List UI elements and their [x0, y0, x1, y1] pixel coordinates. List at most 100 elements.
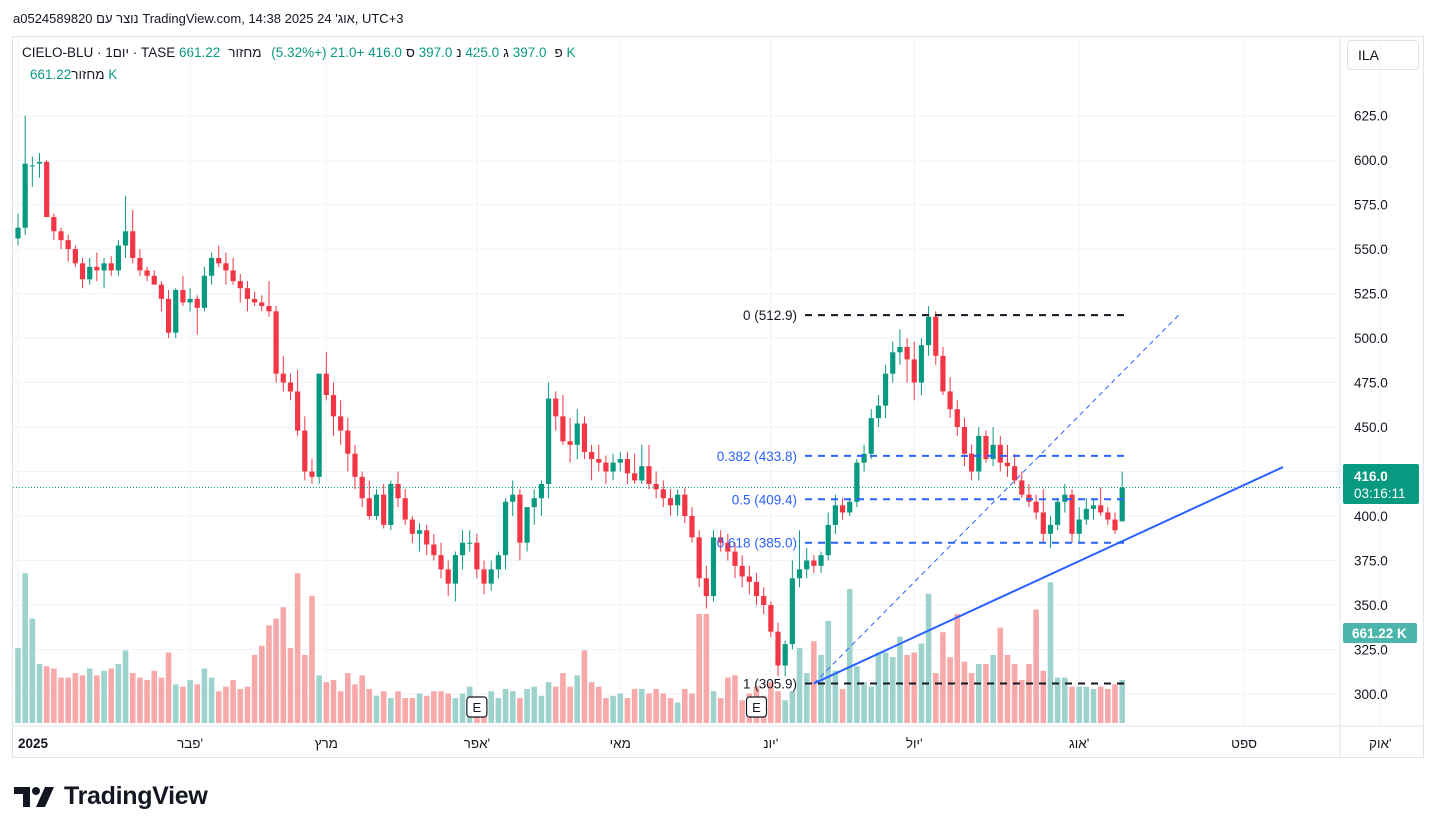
x-tick-label: ספט [1231, 736, 1257, 751]
volume-bar [380, 691, 387, 723]
candle-body [574, 423, 580, 445]
candle [409, 516, 415, 543]
candle [1062, 483, 1068, 513]
candle [854, 459, 860, 508]
candle [603, 455, 609, 484]
earnings-marker-box [745, 696, 768, 718]
candle-body [560, 416, 566, 442]
volume-bar [488, 691, 495, 723]
candle [87, 257, 93, 285]
change-value: +21.0 (+5.32%) [271, 45, 365, 60]
candle-body [495, 555, 501, 570]
volume-bar [359, 675, 365, 723]
volume-bar [517, 698, 523, 723]
volume-legend-label[interactable]: מחזור [71, 67, 105, 82]
volume-bar [1047, 582, 1054, 723]
candle-body [997, 444, 1003, 463]
volume-bar [868, 686, 875, 723]
candle [639, 444, 645, 484]
candle [796, 530, 803, 588]
candle [1012, 453, 1018, 484]
candle [832, 494, 838, 534]
volume-bar [1011, 663, 1018, 723]
volume-bar [36, 663, 43, 723]
x-tick-label: אוג' [1069, 736, 1089, 751]
candle-body [295, 391, 301, 431]
candle-body [373, 494, 380, 517]
candle [237, 273, 243, 303]
volume-bar [954, 614, 961, 723]
tradingview-logo[interactable]: TradingView [14, 782, 208, 811]
candle-body [309, 471, 315, 477]
volume-bar [230, 679, 236, 723]
candle [667, 489, 674, 517]
candle-body [101, 263, 107, 271]
candle-body [796, 569, 803, 579]
x-tick-label: 2025 [18, 736, 49, 751]
candle-body [381, 494, 387, 525]
open-label: פ [554, 45, 563, 60]
candle-body [904, 346, 910, 360]
candle-body [782, 644, 788, 666]
candle [130, 209, 136, 264]
candle [216, 245, 222, 267]
volume-bar [1054, 677, 1061, 723]
currency-button[interactable]: ILA [1347, 40, 1419, 70]
candle-body [632, 473, 638, 481]
volume-bar [423, 695, 430, 723]
candle [173, 288, 179, 339]
candle [15, 213, 21, 246]
candle-body [1112, 519, 1118, 531]
candle-body [29, 165, 35, 167]
volume-bar [416, 693, 423, 723]
candle-body [854, 462, 860, 502]
candle-body [158, 284, 164, 299]
time-axis[interactable]: 2025 פבר' מרץ אפר' מאי יונ' יול' אוג' ספט אוק' [18, 736, 1392, 751]
candle [839, 498, 846, 520]
fib-diagonal-line [813, 314, 1180, 684]
candle-body [144, 270, 150, 276]
candle [445, 560, 451, 597]
candle-body [330, 394, 337, 417]
volume-bar [968, 673, 975, 723]
candle-body [180, 289, 186, 303]
axis-badges: 416.0 03:16:11 661.22 K [1343, 464, 1419, 643]
candle [696, 530, 702, 588]
symbol-name[interactable]: CIELO-BLU · 1יום · TASE [22, 45, 176, 60]
candle [180, 275, 186, 307]
candle-body [115, 245, 121, 271]
candle-body [1004, 462, 1011, 467]
candle [1069, 489, 1075, 543]
candle-body [22, 163, 28, 228]
volume-bar [889, 657, 896, 723]
y-tick-label: 300.0 [1354, 687, 1388, 702]
volume-bar [502, 688, 509, 723]
x-tick-label: יונ' [763, 736, 778, 751]
volume-bars [15, 573, 1125, 723]
candle-body [768, 604, 774, 632]
volume-bar [603, 698, 609, 723]
volume-bar [294, 573, 301, 723]
candle [287, 373, 294, 401]
price-axis[interactable]: 300.0325.0350.0375.0400.0425.0450.0475.0… [1354, 109, 1388, 702]
high-label: ג [503, 45, 509, 60]
candle-body [983, 435, 989, 460]
candle-body [416, 530, 423, 534]
volume-bar [925, 593, 932, 723]
candle [710, 530, 717, 602]
candle-body [990, 444, 996, 460]
candle-body [868, 418, 874, 454]
candle [295, 370, 301, 436]
volume-bar [280, 607, 287, 723]
candle [144, 266, 150, 282]
candle-body [596, 459, 602, 463]
volume-bar [208, 677, 215, 723]
y-tick-label: 575.0 [1354, 198, 1388, 213]
candle-body [646, 466, 652, 484]
volume-bar [875, 652, 882, 723]
candle-body [252, 298, 258, 303]
candle-body [804, 560, 810, 570]
y-tick-label: 375.0 [1354, 553, 1388, 568]
volume-bar [65, 677, 71, 723]
